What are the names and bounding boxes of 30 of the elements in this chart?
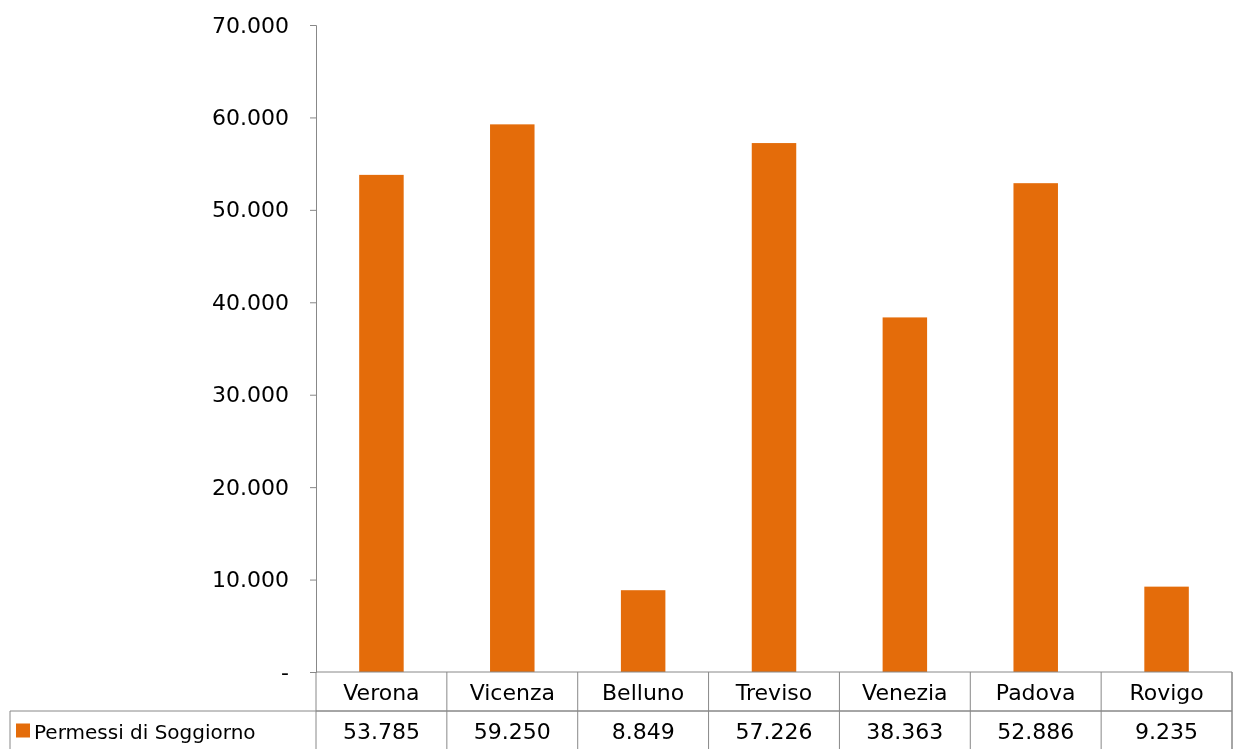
x-tick-label: Belluno [602,679,685,705]
data-label: 59.250 [473,718,551,744]
data-label: 9.235 [1135,718,1199,744]
x-tick-label: Vicenza [469,679,555,705]
bar [1013,183,1058,672]
y-tick-label: 40.000 [212,289,289,315]
x-tick-label: Verona [343,679,420,705]
x-tick-label: Treviso [734,679,813,705]
bar [620,590,666,672]
data-label: 8.849 [611,718,675,744]
data-label: 57.226 [735,718,813,744]
bar [490,124,535,672]
bar [751,143,797,672]
legend-label: Permessi di Soggiorno [34,719,256,744]
y-tick-label: 10.000 [212,567,289,593]
data-label: 52.886 [997,718,1075,744]
y-tick-label: 30.000 [212,382,289,408]
bar [359,174,404,672]
y-tick-label: 50.000 [212,197,289,223]
x-tick-label: Padova [995,679,1076,705]
bar [882,317,928,672]
y-tick-label: 20.000 [212,474,289,500]
y-tick-label: 70.000 [212,12,289,38]
x-tick-label: Rovigo [1129,679,1204,705]
data-label: 53.785 [342,718,420,744]
bar [1144,586,1189,672]
y-tick-label: - [281,659,289,685]
y-tick-label: 60.000 [212,104,289,130]
x-tick-label: Venezia [862,679,948,705]
data-label: 38.363 [866,718,944,744]
